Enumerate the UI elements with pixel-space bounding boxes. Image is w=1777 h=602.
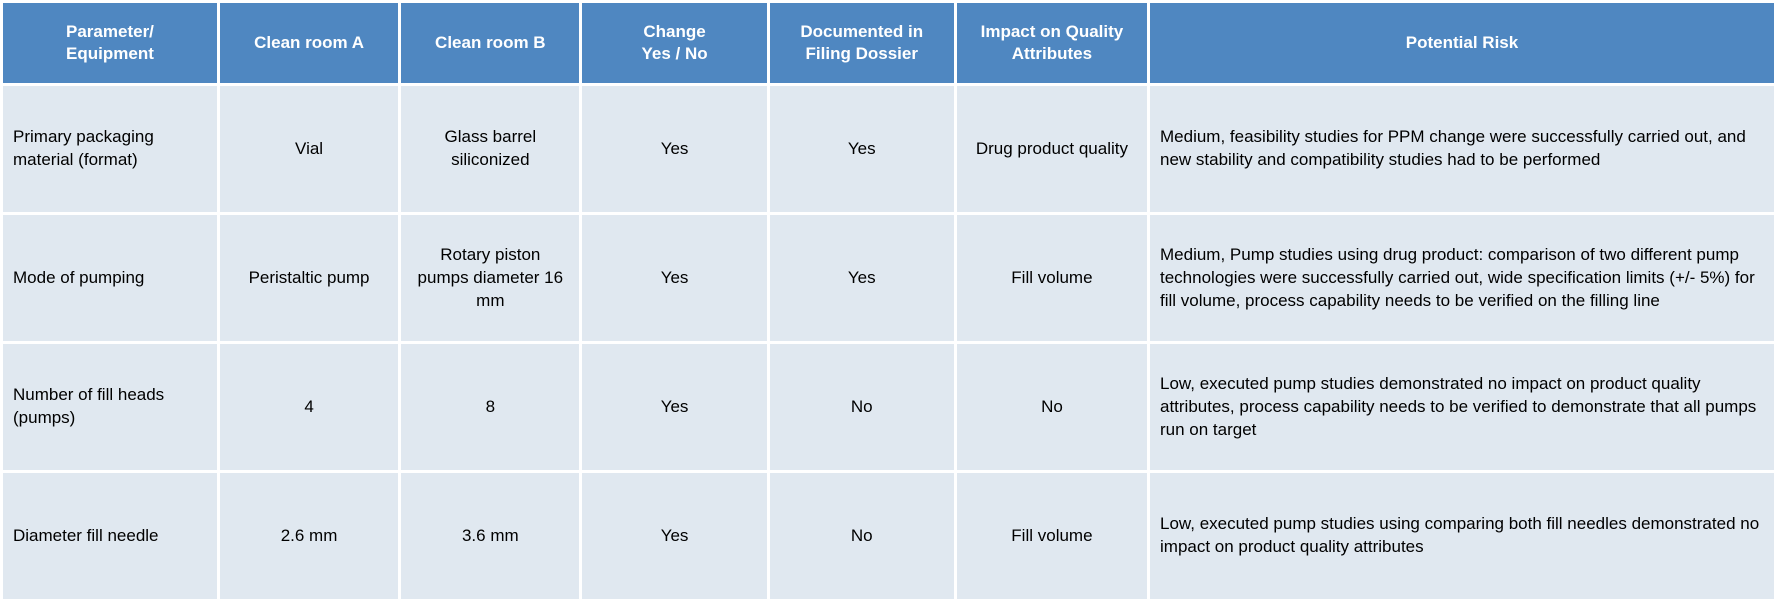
cell-risk: Medium, feasibility studies for PPM chan…	[1150, 86, 1774, 212]
cell-risk: Medium, Pump studies using drug product:…	[1150, 215, 1774, 341]
cell-impact: Fill volume	[957, 215, 1147, 341]
header-parameter: Parameter/Equipment	[3, 3, 217, 83]
table-row: Primary packaging material (format) Vial…	[3, 86, 1774, 212]
comparison-table-container: Parameter/Equipment Clean room A Clean r…	[0, 0, 1777, 602]
cell-impact: Drug product quality	[957, 86, 1147, 212]
cell-parameter: Diameter fill needle	[3, 473, 217, 599]
header-change: ChangeYes / No	[582, 3, 766, 83]
cell-change: Yes	[582, 344, 766, 470]
header-documented: Documented in Filing Dossier	[770, 3, 954, 83]
cell-impact: No	[957, 344, 1147, 470]
cell-parameter: Number of fill heads (pumps)	[3, 344, 217, 470]
comparison-table: Parameter/Equipment Clean room A Clean r…	[0, 0, 1777, 602]
cell-room-b: Glass barrel siliconized	[401, 86, 579, 212]
cell-room-a: Peristaltic pump	[220, 215, 398, 341]
table-header-row: Parameter/Equipment Clean room A Clean r…	[3, 3, 1774, 83]
cell-room-b: 8	[401, 344, 579, 470]
cell-room-a: 4	[220, 344, 398, 470]
cell-risk: Low, executed pump studies using compari…	[1150, 473, 1774, 599]
cell-room-b: 3.6 mm	[401, 473, 579, 599]
cell-documented: No	[770, 473, 954, 599]
table-row: Mode of pumping Peristaltic pump Rotary …	[3, 215, 1774, 341]
cell-impact: Fill volume	[957, 473, 1147, 599]
table-body: Primary packaging material (format) Vial…	[3, 86, 1774, 599]
header-risk: Potential Risk	[1150, 3, 1774, 83]
cell-room-a: Vial	[220, 86, 398, 212]
cell-parameter: Primary packaging material (format)	[3, 86, 217, 212]
cell-documented: No	[770, 344, 954, 470]
cell-room-b: Rotary piston pumps diameter 16 mm	[401, 215, 579, 341]
cell-change: Yes	[582, 215, 766, 341]
header-impact: Impact on Quality Attributes	[957, 3, 1147, 83]
cell-room-a: 2.6 mm	[220, 473, 398, 599]
cell-documented: Yes	[770, 86, 954, 212]
cell-parameter: Mode of pumping	[3, 215, 217, 341]
cell-documented: Yes	[770, 215, 954, 341]
header-room-a: Clean room A	[220, 3, 398, 83]
cell-change: Yes	[582, 473, 766, 599]
header-room-b: Clean room B	[401, 3, 579, 83]
table-row: Number of fill heads (pumps) 4 8 Yes No …	[3, 344, 1774, 470]
cell-risk: Low, executed pump studies demonstrated …	[1150, 344, 1774, 470]
table-row: Diameter fill needle 2.6 mm 3.6 mm Yes N…	[3, 473, 1774, 599]
cell-change: Yes	[582, 86, 766, 212]
